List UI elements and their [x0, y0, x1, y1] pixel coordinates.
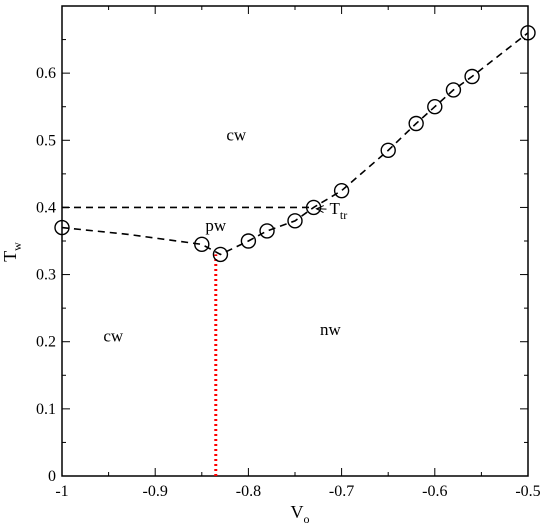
data-point-marker [464, 68, 480, 85]
x-tick-label: -0.5 [515, 483, 540, 500]
y-tick-label: 0.3 [36, 267, 56, 284]
y-tick-label: 0.6 [36, 65, 56, 82]
annotation-cw-top-text: cw [226, 125, 247, 144]
annotation-ttr: Ttr [329, 199, 347, 222]
data-point-marker [54, 219, 70, 236]
annotation-nw-text: nw [320, 320, 342, 339]
x-axis-title: Vo [291, 502, 310, 526]
plot-frame [61, 5, 529, 477]
annotation-arrow-head [315, 205, 324, 213]
annotation-nw: nw [320, 320, 342, 339]
annotations: Ttr cw pw cw nw [103, 125, 347, 345]
data-point-marker [212, 246, 229, 263]
x-tick-label: -0.6 [422, 483, 447, 500]
data-point-marker [408, 115, 424, 132]
reference-lines [62, 206, 314, 476]
plot-area [61, 5, 529, 477]
data-point-marker [445, 82, 462, 98]
annotation-pw: pw [205, 216, 227, 235]
series-line [61, 32, 529, 256]
x-tick-label: -0.7 [329, 483, 354, 500]
annotation-ttr-sub: tr [340, 208, 347, 222]
y-axis-title-main: T [0, 251, 20, 262]
y-tick-label: 0 [48, 468, 56, 485]
annotation-cw-bottom: cw [103, 327, 124, 346]
y-axis-title-sub: w [10, 242, 24, 251]
series-layer [54, 25, 536, 263]
data-point-marker [287, 213, 303, 229]
data-point-marker [427, 99, 443, 115]
annotation-cw-bottom-text: cw [103, 327, 124, 346]
data-point-marker [259, 223, 275, 239]
y-tick-label: 0.2 [36, 334, 56, 351]
x-tick-label: -0.9 [143, 483, 168, 500]
annotation-cw-top: cw [226, 125, 247, 144]
x-tick-label: -1 [55, 483, 68, 500]
y-tick-label: 0.5 [36, 132, 56, 149]
data-point-marker [240, 233, 257, 249]
y-tick-label: 0.1 [36, 401, 56, 418]
axes: -1 -0.9 -0.8 -0.7 -0.6 -0.5 0 0.1 0.2 0.3 0.4 0.5 0.… [36, 6, 541, 500]
x-axis-title-sub: o [304, 512, 310, 526]
data-point-marker [380, 142, 396, 159]
x-tick-label: -0.8 [236, 483, 261, 500]
y-axis-title: Tw [0, 242, 24, 262]
y-tick-label: 0.4 [36, 199, 56, 216]
x-axis-title-main: V [291, 502, 304, 522]
data-point-marker [333, 182, 350, 199]
annotation-ttr-text: T [329, 199, 340, 218]
annotation-pw-text: pw [205, 216, 227, 235]
data-point-marker [194, 236, 210, 253]
